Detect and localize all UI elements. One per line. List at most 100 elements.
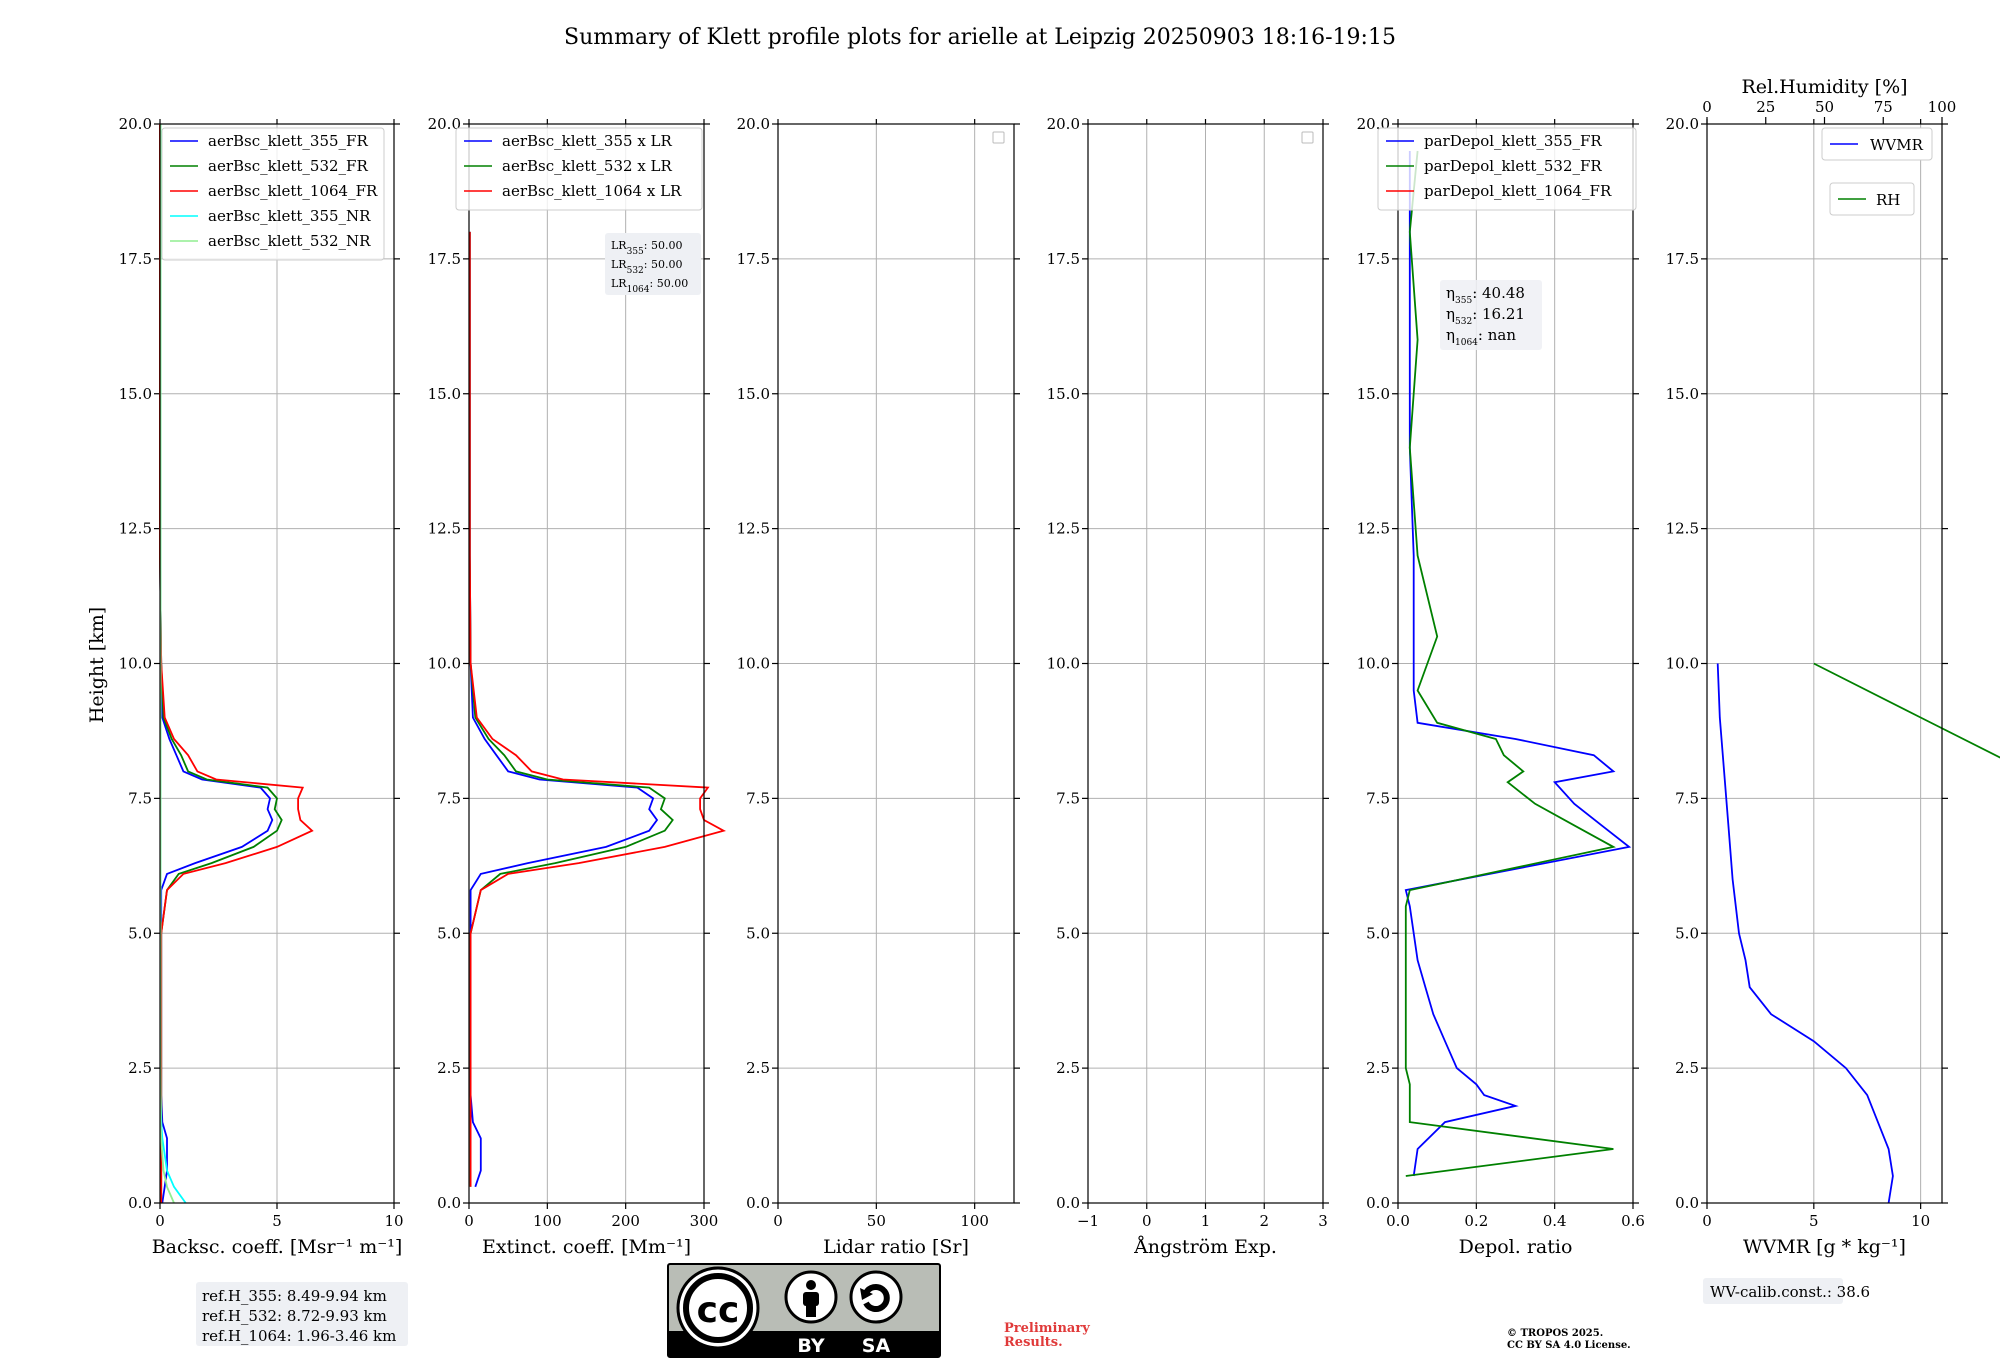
lidar-ratio-box	[605, 233, 701, 295]
y-tick-label: 12.5	[119, 520, 152, 538]
top-tick-label: 50	[1815, 98, 1834, 116]
top-tick-label: 100	[1928, 98, 1957, 116]
y-tick-label: 5.0	[1675, 924, 1699, 942]
top-axis-label: Rel.Humidity [%]	[1741, 76, 1907, 98]
top-tick-label: 0	[1702, 98, 1712, 116]
eta-text: η355: 40.48	[1446, 284, 1525, 306]
x-tick-label: 0	[1702, 1212, 1712, 1230]
panel-bsc: 0 5 10 0.0 2.5 5.0 7.5 10.0 12.5 15.0 17.5 20.0 Back…	[119, 115, 404, 1258]
legend-label: aerBsc_klett_1064_FR	[208, 182, 378, 200]
y-tick-label: 15.0	[1357, 385, 1390, 403]
panel-wv: 0 5 10 0.0 2.5 5.0 7.5 10.0 12.5 15.0 17.5 20.0 WVMR…	[1666, 76, 2000, 1258]
y-tick-label: 15.0	[119, 385, 152, 403]
x-tick-label: 0.6	[1621, 1212, 1645, 1230]
axes-frame	[1087, 123, 1324, 1204]
axes-frame	[468, 123, 705, 1204]
preliminary-line-1: Preliminary	[1004, 1321, 1090, 1336]
x-tick-label: 0.0	[1386, 1212, 1410, 1230]
cc-license-badge[interactable]: cc BY SA	[667, 1263, 941, 1358]
x-tick-label: 3	[1318, 1212, 1328, 1230]
top-tick-label: 75	[1874, 98, 1893, 116]
series-line	[468, 231, 659, 1188]
figure-title: Summary of Klett profile plots for ariel…	[564, 25, 1396, 50]
panels: 0 5 100.02.55.07.510.012.515.017.520.0Back…	[119, 76, 2000, 1258]
y-tick-label: 17.5	[1357, 250, 1390, 268]
eta-text: η532: 16.21	[1446, 305, 1525, 327]
x-tick-label: 10	[1911, 1212, 1930, 1230]
x-tick-label: 5	[272, 1212, 282, 1230]
axes-frame	[159, 123, 395, 1204]
x-tick-label: 0	[1142, 1212, 1152, 1230]
y-tick-label: 2.5	[128, 1059, 152, 1077]
y-tick-label: 7.5	[1675, 789, 1699, 807]
empty-legend	[992, 131, 1005, 144]
legend-label: parDepol_klett_532_FR	[1424, 157, 1602, 175]
lidar-ratio-text: LR355: 50.00	[611, 239, 682, 257]
y-tick-label: 17.5	[428, 250, 461, 268]
sa-share-icon	[860, 1284, 890, 1312]
y-tick-label: 12.5	[737, 520, 770, 538]
y-tick-label: 12.5	[1357, 520, 1390, 538]
x-axis-label: Lidar ratio [Sr]	[823, 1236, 969, 1258]
copyright-line-1: © TROPOS 2025.	[1507, 1328, 1603, 1339]
top-tick-label: 25	[1756, 98, 1775, 116]
y-tick-label: 10.0	[1357, 655, 1390, 673]
y-tick-label: 2.5	[437, 1059, 461, 1077]
y-tick-label: 2.5	[1056, 1059, 1080, 1077]
x-axis-label: Backsc. coeff. [Msr⁻¹ m⁻¹]	[152, 1236, 403, 1258]
x-tick-label: 200	[611, 1212, 640, 1230]
x-tick-label: 50	[867, 1212, 886, 1230]
y-tick-label: 5.0	[1056, 924, 1080, 942]
lidar-ratio-text: LR1064: 50.00	[611, 277, 688, 295]
legend-label: aerBsc_klett_355 x LR	[502, 132, 673, 150]
x-axis-label: Ångström Exp.	[1133, 1236, 1277, 1258]
y-tick-label: 12.5	[428, 520, 461, 538]
panel-lr: 0 50 100 0.0 2.5 5.0 7.5 10.0 12.5 15.0 17.5 20.0 Li…	[737, 115, 1020, 1258]
legend-label: aerBsc_klett_355_NR	[208, 207, 371, 225]
y-tick-label: 20.0	[1666, 115, 1699, 133]
y-tick-label: 5.0	[1366, 924, 1390, 942]
legend-label: aerBsc_klett_532 x LR	[502, 157, 673, 175]
series-line	[1404, 150, 1616, 1177]
y-tick-label: 10.0	[1666, 655, 1699, 673]
y-tick-label: 10.0	[428, 655, 461, 673]
legend-label: aerBsc_klett_1064 x LR	[502, 182, 682, 200]
y-tick-label: 2.5	[746, 1059, 770, 1077]
ref-height-box: ref.H_355: 8.49-9.94 km ref.H_532: 8.72-…	[196, 1282, 408, 1346]
ref-height-532: ref.H_532: 8.72-9.93 km	[202, 1307, 387, 1325]
sa-label: SA	[862, 1335, 891, 1357]
y-tick-label: 10.0	[119, 655, 152, 673]
axes-frame	[777, 123, 1015, 1204]
panel-ang: −1 0 1 2 3 0.0 2.5 5.0 7.5 10.0 12.5 15.0 17.5 20.0 Ån…	[1047, 115, 1329, 1258]
y-tick-label: 20.0	[119, 115, 152, 133]
legend-box-rh	[1829, 182, 1915, 216]
preliminary-line-2: Results.	[1004, 1335, 1063, 1350]
eta-box	[1440, 280, 1542, 350]
y-tick-label: 17.5	[1666, 250, 1699, 268]
legend-box-wvmr	[1821, 127, 1933, 161]
x-tick-label: −1	[1077, 1212, 1099, 1230]
x-tick-label: 0	[464, 1212, 474, 1230]
legend-box	[161, 127, 385, 261]
series-line	[468, 231, 674, 1187]
x-tick-label: 0	[155, 1212, 165, 1230]
y-tick-label: 0.0	[1056, 1194, 1080, 1212]
x-axis-label: Extinct. coeff. [Mm⁻¹]	[482, 1236, 691, 1258]
by-person-icon	[803, 1280, 819, 1317]
x-tick-label: 0.4	[1543, 1212, 1567, 1230]
y-tick-label: 7.5	[1056, 789, 1080, 807]
y-tick-label: 17.5	[119, 250, 152, 268]
y-tick-label: 20.0	[737, 115, 770, 133]
y-tick-label: 7.5	[128, 789, 152, 807]
y-tick-label: 17.5	[737, 250, 770, 268]
y-tick-label: 2.5	[1366, 1059, 1390, 1077]
x-tick-label: 100	[960, 1212, 989, 1230]
y-axis-label: Height [km]	[86, 607, 108, 723]
x-tick-label: 2	[1259, 1212, 1269, 1230]
y-tick-label: 0.0	[1366, 1194, 1390, 1212]
y-tick-label: 5.0	[437, 924, 461, 942]
legend-label: parDepol_klett_1064_FR	[1424, 182, 1612, 200]
y-tick-label: 0.0	[128, 1194, 152, 1212]
wv-calib-text: WV-calib.const.: 38.6	[1710, 1283, 1870, 1301]
x-tick-label: 1	[1201, 1212, 1211, 1230]
